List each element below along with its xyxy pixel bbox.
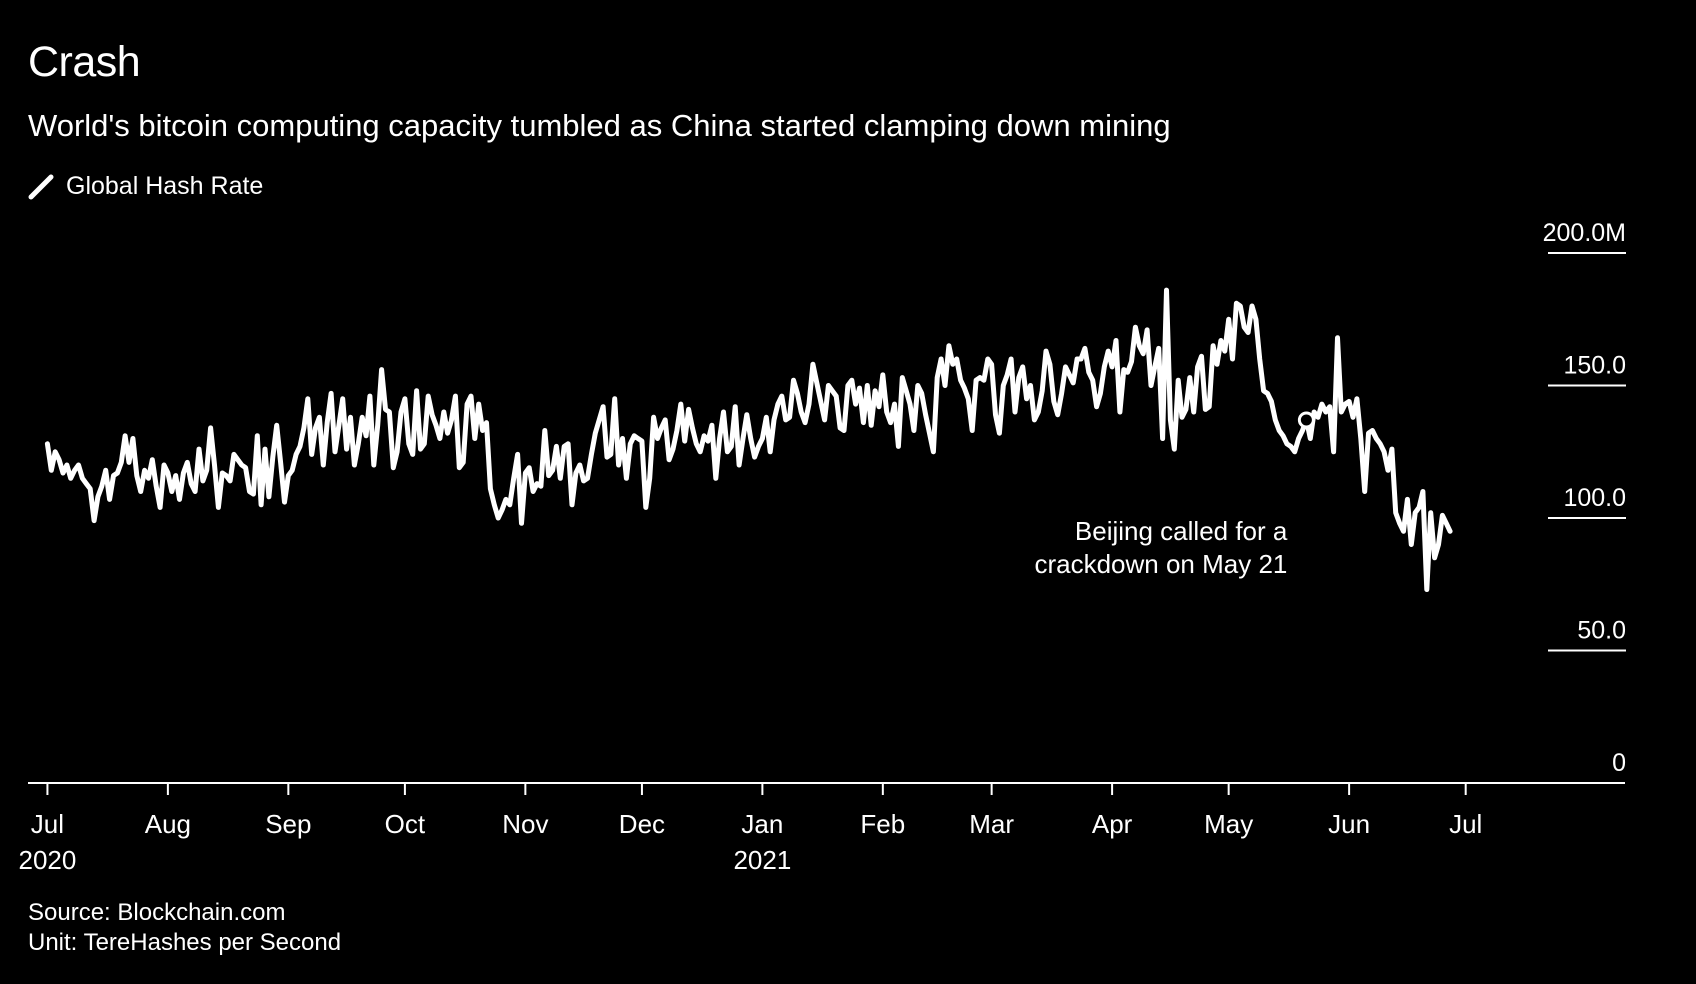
y-tick-label: 50.0 bbox=[1577, 617, 1626, 645]
x-tick-label: Feb bbox=[860, 809, 905, 839]
x-tick-label: Aug bbox=[145, 809, 191, 839]
legend-label: Global Hash Rate bbox=[66, 172, 264, 200]
annotation-text: crackdown on May 21 bbox=[1034, 549, 1287, 579]
x-tick-label: Oct bbox=[385, 809, 426, 839]
y-tick-label: 150.0 bbox=[1563, 352, 1626, 380]
x-tick-label: Jan bbox=[741, 809, 783, 839]
x-tick-year: 2020 bbox=[19, 845, 77, 875]
line-swatch-icon bbox=[28, 174, 54, 199]
unit-line: Unit: TereHashes per Second bbox=[28, 929, 342, 956]
x-tick-label: Nov bbox=[502, 809, 548, 839]
series-line-global-hash-rate bbox=[44, 287, 1453, 592]
source-line: Source: Blockchain.com bbox=[28, 899, 286, 926]
annotation-text: Beijing called for a bbox=[1075, 516, 1288, 546]
y-tick-label: 100.0 bbox=[1563, 484, 1626, 512]
chart-subtitle: World's bitcoin computing capacity tumbl… bbox=[28, 108, 1171, 143]
y-tick-label: 0 bbox=[1612, 749, 1626, 777]
x-tick-label: Apr bbox=[1092, 809, 1133, 839]
y-tick-label: 200.0M bbox=[1543, 219, 1626, 247]
x-tick-label: Jun bbox=[1328, 809, 1370, 839]
chart-title: Crash bbox=[28, 38, 141, 86]
x-tick-label: May bbox=[1204, 809, 1253, 839]
x-tick-label: Jul bbox=[1449, 809, 1482, 839]
x-tick-label: Sep bbox=[265, 809, 311, 839]
annotation-marker bbox=[1297, 411, 1315, 429]
x-tick-label: Dec bbox=[619, 809, 665, 839]
x-tick-year: 2021 bbox=[733, 845, 791, 875]
x-tick-label: Mar bbox=[969, 809, 1014, 839]
x-tick-label: Jul bbox=[31, 809, 64, 839]
legend: Global Hash Rate bbox=[28, 172, 263, 201]
source-note: Source: Blockchain.com Unit: TereHashes … bbox=[28, 898, 341, 958]
